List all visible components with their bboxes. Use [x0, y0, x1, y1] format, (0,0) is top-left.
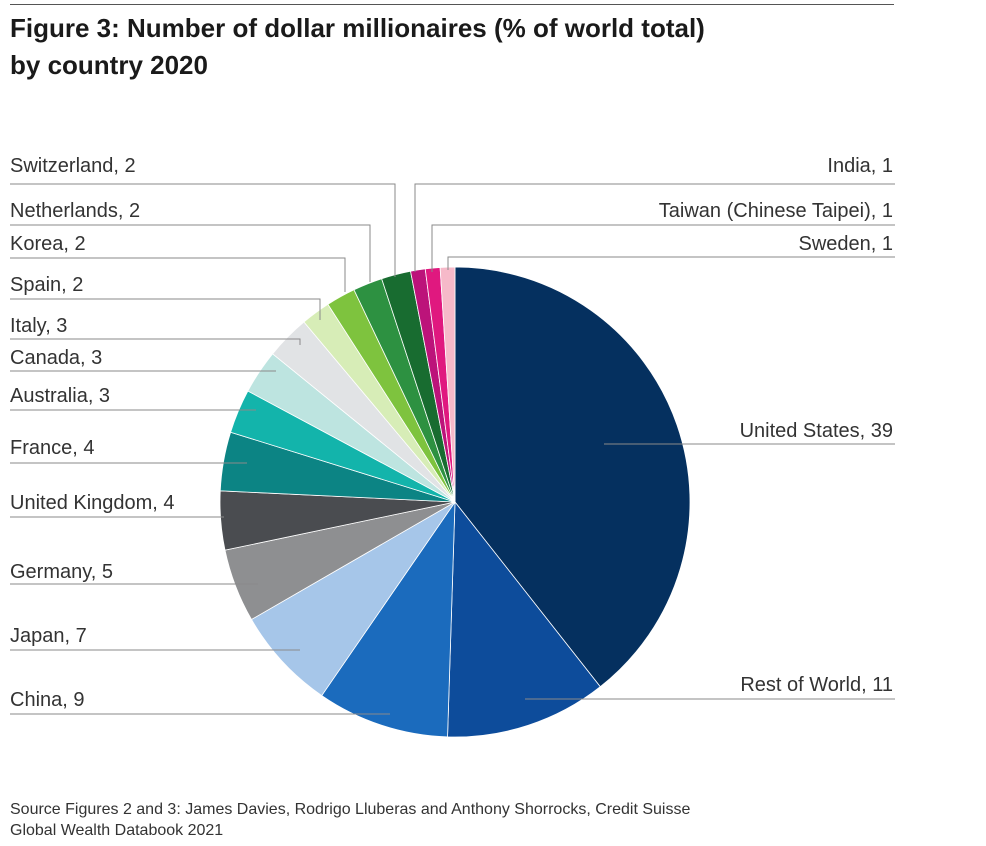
source-line-1: Source Figures 2 and 3: James Davies, Ro…: [10, 801, 691, 818]
chart-title: Figure 3: Number of dollar millionaires …: [10, 10, 910, 84]
leader-line-switzerland: [10, 183, 396, 277]
slice-label-korea: Korea, 2: [10, 233, 86, 255]
slice-label-australia: Australia, 3: [10, 385, 110, 407]
leader-lines: [10, 183, 895, 715]
pie-slices: [219, 266, 691, 738]
leader-line-spain: [10, 298, 321, 320]
leader-line-korea: [10, 257, 346, 292]
pie-slice-japan: [250, 501, 456, 697]
leader-line-taiwan-chinese-taipei: [431, 224, 895, 272]
slice-label-france: France, 4: [10, 437, 94, 459]
pie-slice-rest-of-world: [447, 500, 601, 738]
leader-line-italy: [10, 338, 301, 345]
top-rule: [10, 4, 894, 5]
slice-label-switzerland: Switzerland, 2: [10, 155, 136, 177]
slice-label-germany: Germany, 5: [10, 561, 113, 583]
slice-label-japan: Japan, 7: [10, 625, 87, 647]
pie-slice-united-states: [454, 266, 691, 688]
leader-line-india: [414, 183, 895, 272]
slice-label-netherlands: Netherlands, 2: [10, 200, 140, 222]
slice-label-rest-of-world: Rest of World, 11: [740, 674, 893, 696]
slice-label-taiwan-chinese-taipei: Taiwan (Chinese Taipei), 1: [659, 200, 893, 222]
source-note: Source Figures 2 and 3: James Davies, Ro…: [10, 799, 910, 841]
slice-label-united-states: United States, 39: [740, 420, 893, 442]
slice-label-india: India, 1: [827, 155, 893, 177]
slice-label-italy: Italy, 3: [10, 315, 67, 337]
leader-line-sweden: [447, 256, 895, 270]
slice-label-sweden: Sweden, 1: [798, 233, 893, 255]
chart-title-line-2: by country 2020: [10, 50, 208, 80]
slice-label-china: China, 9: [10, 689, 85, 711]
slice-labels: United States, 39 Rest of World, 11 China,…: [10, 155, 893, 711]
leader-line-netherlands: [10, 224, 371, 282]
slice-label-spain: Spain, 2: [10, 274, 83, 296]
chart-title-line-1: Figure 3: Number of dollar millionaires …: [10, 13, 705, 43]
pie-slice-china: [321, 500, 456, 738]
slice-label-united-kingdom: United Kingdom, 4: [10, 492, 175, 514]
slice-label-canada: Canada, 3: [10, 347, 102, 369]
source-line-2: Global Wealth Databook 2021: [10, 822, 224, 839]
